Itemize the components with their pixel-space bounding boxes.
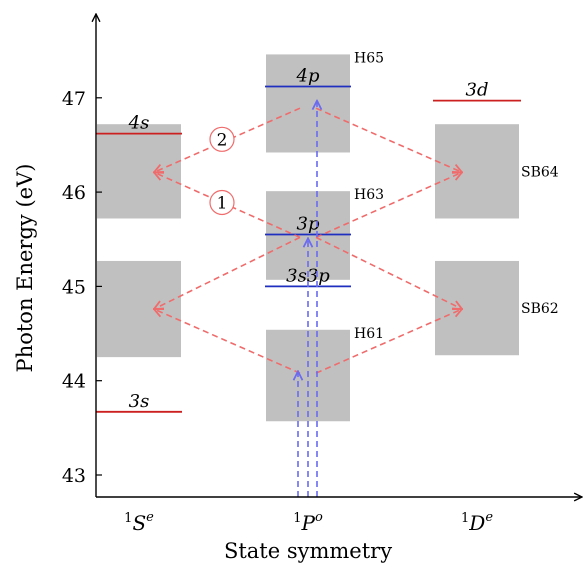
harmonic-band xyxy=(435,260,519,356)
y-tick-label: 46 xyxy=(62,182,86,204)
energy-level-label: 3p xyxy=(297,214,320,235)
red-transition-arrow xyxy=(154,309,301,374)
band-label: H63 xyxy=(354,187,384,203)
red-transition-arrow xyxy=(154,236,301,309)
band-label: H61 xyxy=(354,326,384,342)
harmonic-bands: H61 H63 H65 SB62 SB64 xyxy=(97,50,559,422)
red-transition-arrow xyxy=(315,236,462,309)
pathway-label: 2 xyxy=(209,126,235,152)
energy-level-label: 3s xyxy=(129,391,150,412)
energy-level-label: 4p xyxy=(296,65,320,86)
svg-text:2: 2 xyxy=(217,130,228,150)
x-tick-label: 1De xyxy=(461,510,493,535)
pathway-label: 1 xyxy=(209,189,235,216)
band-label: SB62 xyxy=(521,301,559,317)
red-transition-arrow xyxy=(154,172,301,239)
x-axis-label: State symmetry xyxy=(224,539,392,563)
harmonic-band xyxy=(97,260,181,358)
y-axis-label: Photon Energy (eV) xyxy=(13,164,37,373)
red-transition-arrow xyxy=(315,309,462,374)
harmonic-band xyxy=(97,124,181,219)
energy-level-label: 3d xyxy=(466,80,489,101)
band-label: SB64 xyxy=(521,164,559,180)
harmonic-band xyxy=(435,124,519,219)
x-tick-label: 1Po xyxy=(293,510,323,535)
transition-arrows xyxy=(154,101,462,497)
energy-level-label: 4s xyxy=(128,113,150,134)
y-tick-label: 47 xyxy=(62,88,86,110)
y-tick-label: 43 xyxy=(62,465,86,487)
y-tick-label: 45 xyxy=(62,276,86,298)
x-tick-label: 1Se xyxy=(124,510,154,535)
band-label: H65 xyxy=(354,50,384,66)
x-tick-labels: 1Se 1Po 1De xyxy=(124,510,493,535)
y-tick-label: 44 xyxy=(62,371,86,393)
y-ticks: 43 44 45 46 47 xyxy=(62,88,102,487)
red-transition-arrow xyxy=(154,107,301,172)
red-transition-arrow xyxy=(315,107,462,172)
harmonic-band xyxy=(266,54,350,153)
red-transition-arrow xyxy=(315,172,462,239)
svg-text:1: 1 xyxy=(217,193,228,213)
pathway-labels: 12 xyxy=(209,126,235,216)
